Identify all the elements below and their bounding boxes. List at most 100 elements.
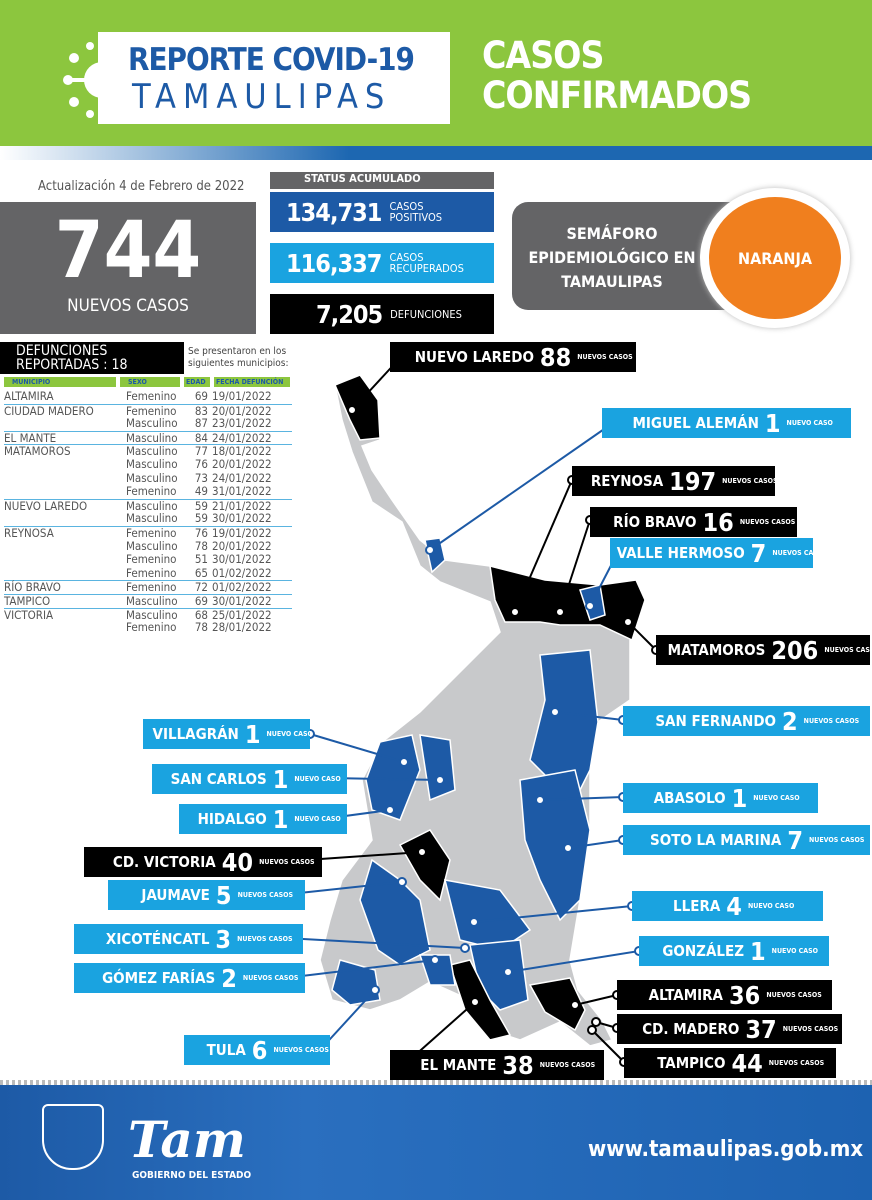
website-link[interactable]: www.tamaulipas.gob.mx (588, 1137, 864, 1162)
table-cell: 30/01/2022 (212, 593, 272, 608)
report-subtitle: TAMAULIPAS (132, 77, 392, 117)
municipality-count: 37 (745, 1014, 777, 1044)
municipality-region (419, 734, 456, 802)
municipality-unit: NUEVOS CASOS (273, 1045, 329, 1054)
municipality-unit: NUEVOS CASOS (539, 1060, 596, 1069)
municipality-count: 40 (221, 847, 254, 877)
municipality-count: 38 (502, 1050, 534, 1080)
municipality-unit: NUEVOS CASOS (808, 835, 865, 844)
municipality-label: EL MANTE 38 NUEVOS CASOS (390, 1050, 604, 1080)
table-cell: 72 (194, 580, 208, 595)
municipality-label: HIDALGO 1 NUEVO CASO (179, 804, 347, 834)
footer-divider (0, 1080, 872, 1088)
municipality-name: MIGUEL ALEMÁN (632, 414, 759, 432)
leader-dot (397, 877, 407, 887)
table-cell: 49 (194, 484, 208, 499)
new-cases-box (0, 202, 256, 334)
table-row: Masculino 76 20/01/2022 (4, 456, 292, 472)
municipality-name: CD. VICTORIA (112, 853, 216, 871)
recovered-stat: 116,337 CASOS RECUPERADOS (270, 243, 494, 283)
leader-dot (385, 805, 395, 815)
table-cell: Femenino (126, 565, 177, 580)
leader-dot (555, 607, 565, 617)
table-cell: Femenino (126, 552, 177, 567)
table-row: CIUDAD MADERO Femenino 83 20/01/2022 (4, 403, 292, 418)
municipality-count: 206 (771, 635, 819, 665)
deaths-label: DEFUNCIONES (390, 307, 462, 321)
table-cell: 20/01/2022 (212, 403, 272, 418)
municipality-unit: NUEVOS CASOS (739, 517, 796, 526)
municipality-count: 6 (251, 1035, 268, 1065)
municipality-unit: NUEVO CASO (747, 901, 795, 910)
municipality-label: TULA 6 NUEVOS CASOS (184, 1035, 330, 1065)
section-title: CASOS CONFIRMADOS (482, 34, 752, 117)
leader-dot (470, 997, 480, 1007)
table-cell: 76 (194, 456, 208, 471)
recovered-label: CASOS RECUPERADOS (389, 251, 464, 275)
table-cell: 30/01/2022 (212, 552, 272, 567)
semaforo-level: NARANJA (700, 188, 850, 328)
table-cell: 69 (194, 593, 208, 608)
municipality-count: 1 (272, 804, 289, 834)
leader-line (429, 424, 611, 551)
table-cell: 59 (194, 511, 208, 526)
municipality-unit: NUEVOS CASOS (803, 716, 860, 725)
table-row: Femenino 65 01/02/2022 (4, 565, 292, 581)
table-cell: REYNOSA (4, 525, 54, 540)
municipality-unit: NUEVO CASO (786, 418, 833, 427)
table-cell: NUEVO LAREDO (4, 498, 88, 513)
municipality-label: ABASOLO 1 NUEVO CASO (623, 783, 818, 813)
municipality-name: GONZÁLEZ (662, 942, 745, 960)
table-cell: Masculino (126, 430, 178, 445)
table-cell: 78 (194, 620, 208, 635)
leader-line (284, 937, 466, 949)
municipality-unit: NUEVOS CASOS (824, 645, 872, 654)
municipality-label: MIGUEL ALEMÁN 1 NUEVO CASO (602, 408, 851, 438)
table-cell: 31/01/2022 (212, 484, 272, 499)
leader-dot (503, 967, 513, 977)
tam-logo: Tam (128, 1110, 246, 1169)
municipality-name: SAN FERNANDO (655, 712, 777, 730)
update-date: Actualización 4 de Febrero de 2022 (38, 179, 245, 194)
municipality-unit: NUEVOS CASOS (259, 857, 315, 866)
municipality-label: MATAMOROS 206 NUEVOS CASOS (656, 635, 872, 665)
municipality-count: 1 (750, 936, 766, 966)
status-header: STATUS ACUMULADO (270, 172, 494, 189)
municipality-label: NUEVO LAREDO 88 NUEVOS CASOS (390, 342, 636, 372)
semaforo-label: SEMÁFORO EPIDEMIOLÓGICO EN TAMAULIPAS (528, 224, 696, 291)
municipality-label: TAMPICO 44 NUEVOS CASOS (624, 1048, 836, 1078)
report-title: REPORTE COVID-19 (128, 42, 415, 78)
municipality-label: SAN FERNANDO 2 NUEVOS CASOS (623, 706, 870, 736)
leader-line (305, 851, 423, 861)
table-cell: EL MANTE (4, 430, 57, 445)
table-row: Masculino 59 30/01/2022 (4, 512, 292, 526)
municipality-label: GONZÁLEZ 1 NUEVO CASO (639, 936, 829, 966)
leader-line (289, 881, 403, 895)
leader-dot (399, 757, 409, 767)
leader-dot (469, 917, 479, 927)
municipality-name: TULA (206, 1041, 246, 1059)
leader-dot (460, 943, 470, 953)
column-header: FECHA DEFUNCIÓN (214, 377, 290, 387)
municipality-name: CD. MADERO (642, 1020, 740, 1038)
table-cell: 01/02/2022 (212, 565, 272, 580)
municipality-unit: NUEVOS CASOS (768, 1058, 825, 1067)
table-header: MUNICIPIO SEXO EDAD FECHA DEFUNCIÓN (4, 377, 292, 387)
new-cases-label: NUEVOS CASOS (67, 296, 189, 316)
table-cell: 73 (194, 470, 208, 485)
table-cell: 23/01/2022 (212, 416, 272, 431)
municipality-name: RÍO BRAVO (613, 513, 697, 531)
table-cell: VICTORIA (4, 607, 54, 622)
table-row: TAMPICO Masculino 69 30/01/2022 (4, 593, 292, 608)
municipality-count: 2 (782, 706, 798, 736)
table-cell: Femenino (126, 620, 177, 635)
government-label: GOBIERNO DEL ESTADO (132, 1170, 252, 1181)
table-cell: Masculino (126, 498, 178, 513)
table-cell: 25/01/2022 (212, 607, 272, 622)
leader-dot (570, 1000, 580, 1010)
municipality-label: JAUMAVE 5 NUEVOS CASOS (108, 880, 305, 910)
table-cell: 69 (194, 389, 208, 403)
leader-dot (623, 617, 633, 627)
municipality-name: VILLAGRÁN (152, 725, 239, 743)
column-header: SEXO (120, 377, 180, 387)
